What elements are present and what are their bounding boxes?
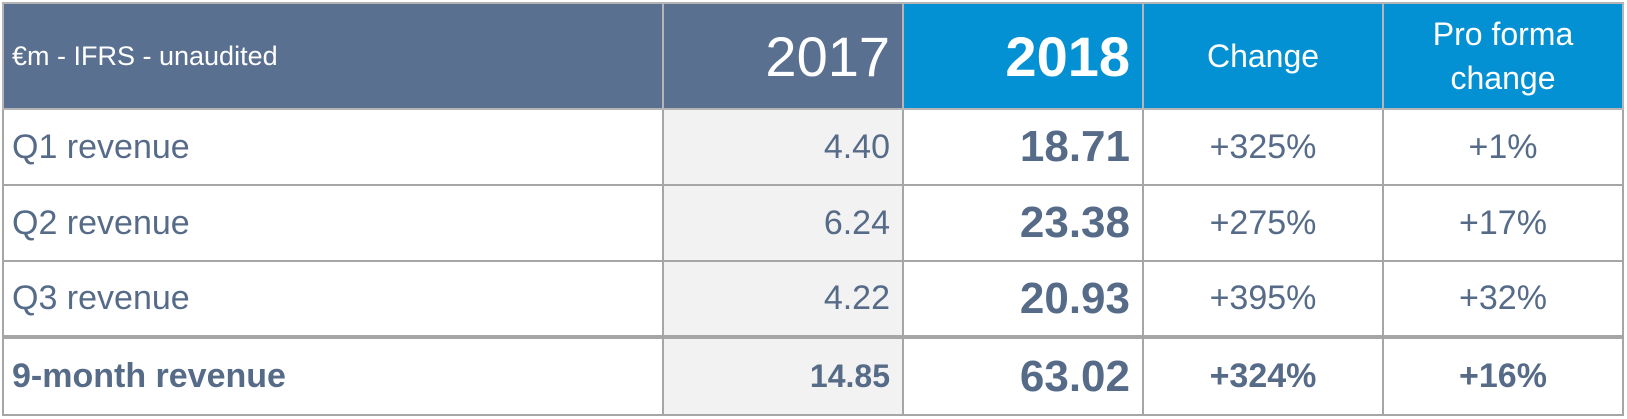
header-year-2017: 2017 — [662, 2, 904, 110]
value-change: +325% — [1142, 108, 1384, 186]
value-pro-forma: +1% — [1382, 108, 1624, 186]
value-pro-forma: +17% — [1382, 184, 1624, 262]
header-change: Change — [1142, 2, 1384, 110]
row-label: Q2 revenue — [2, 184, 664, 262]
total-pro-forma: +16% — [1382, 335, 1624, 416]
value-pro-forma: +32% — [1382, 260, 1624, 338]
total-change: +324% — [1142, 335, 1384, 416]
value-2018: 23.38 — [902, 184, 1144, 262]
value-2017: 6.24 — [662, 184, 904, 262]
value-2017: 4.22 — [662, 260, 904, 338]
header-unit-label: €m - IFRS - unaudited — [2, 2, 664, 110]
value-2018: 20.93 — [902, 260, 1144, 338]
row-label: Q3 revenue — [2, 260, 664, 338]
table-row: Q1 revenue 4.40 18.71 +325% +1% — [2, 108, 1624, 186]
header-pro-forma-change: Pro forma change — [1382, 2, 1624, 110]
table-row: Q2 revenue 6.24 23.38 +275% +17% — [2, 184, 1624, 262]
table-row: Q3 revenue 4.22 20.93 +395% +32% — [2, 260, 1624, 338]
total-2018: 63.02 — [902, 335, 1144, 416]
value-change: +275% — [1142, 184, 1384, 262]
total-label: 9-month revenue — [2, 335, 664, 416]
total-row: 9-month revenue 14.85 63.02 +324% +16% — [2, 335, 1624, 416]
value-change: +395% — [1142, 260, 1384, 338]
header-row: €m - IFRS - unaudited 2017 2018 Change P… — [2, 2, 1624, 110]
value-2018: 18.71 — [902, 108, 1144, 186]
row-label: Q1 revenue — [2, 108, 664, 186]
header-year-2018: 2018 — [902, 2, 1144, 110]
value-2017: 4.40 — [662, 108, 904, 186]
total-2017: 14.85 — [662, 335, 904, 416]
